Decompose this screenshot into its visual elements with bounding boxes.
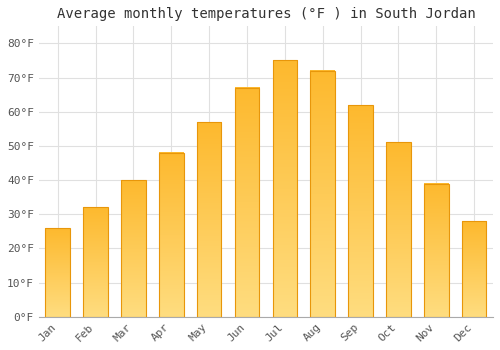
Bar: [46, 228, 70, 317]
Bar: [197, 122, 222, 317]
Bar: [234, 88, 260, 317]
Bar: [424, 183, 448, 317]
Title: Average monthly temperatures (°F ) in South Jordan: Average monthly temperatures (°F ) in So…: [56, 7, 476, 21]
Bar: [386, 142, 410, 317]
Bar: [84, 208, 108, 317]
Bar: [121, 180, 146, 317]
Bar: [348, 105, 373, 317]
Bar: [462, 221, 486, 317]
Bar: [310, 71, 335, 317]
Bar: [272, 61, 297, 317]
Bar: [159, 153, 184, 317]
